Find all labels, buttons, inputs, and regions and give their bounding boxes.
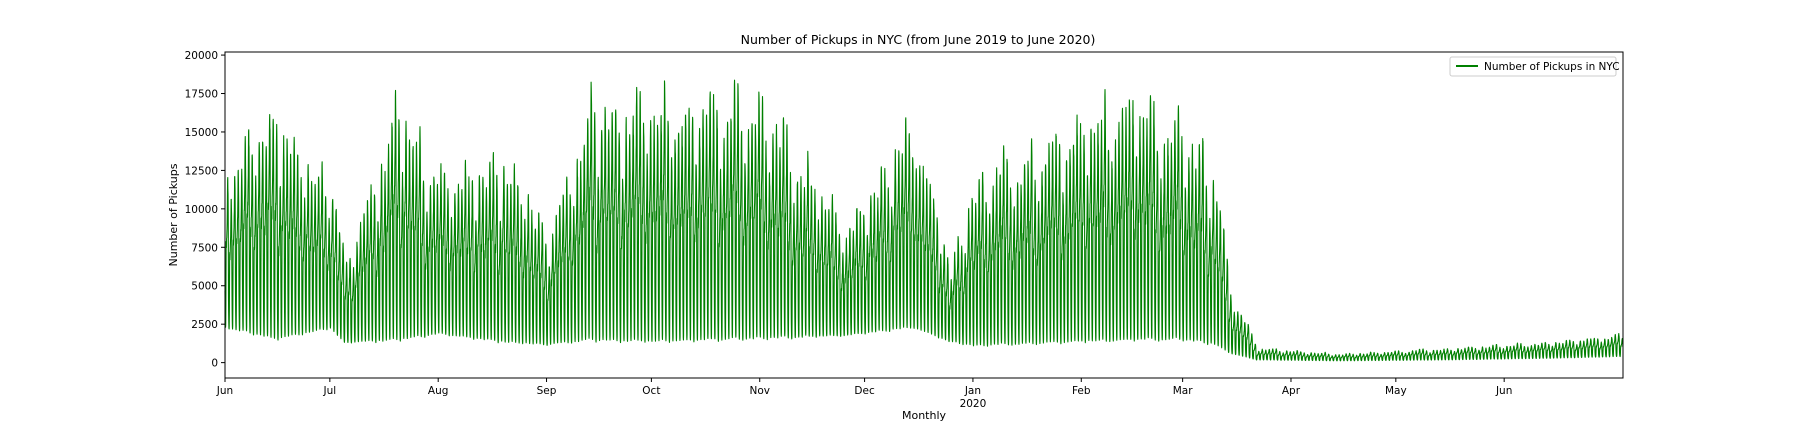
x-tick-label: Jun (216, 385, 233, 397)
y-tick-label: 10000 (185, 204, 218, 216)
x-tick-label: Feb (1072, 385, 1091, 397)
y-axis: 0 2500 5000 7500 10000 12500 15000 17500 20000 (185, 50, 225, 370)
x-tick-label: Apr (1282, 385, 1301, 397)
legend-box (1449, 56, 1617, 77)
y-tick-label: 0 (211, 358, 218, 370)
x-tick-label: Jun (1495, 385, 1512, 397)
x-tick-label: Mar (1173, 385, 1193, 397)
y-tick-label: 20000 (185, 50, 218, 62)
x-tick-label: Jan (964, 385, 981, 397)
y-tick-label: 12500 (185, 165, 218, 177)
y-tick-label: 7500 (191, 242, 218, 254)
x-tick-year-label: 2020 (960, 398, 987, 410)
plot-area (224, 79, 1624, 362)
y-tick-label: 2500 (191, 319, 218, 331)
y-tick-label: 15000 (185, 127, 218, 139)
x-tick-label: May (1385, 385, 1407, 397)
series-line-pickups (224, 79, 1624, 362)
legend: Number of Pickups in NYC (1449, 56, 1620, 77)
x-tick-label: Aug (428, 385, 449, 397)
chart-title: Number of Pickups in NYC (from June 2019… (741, 32, 1096, 47)
y-tick-label: 5000 (191, 281, 218, 293)
x-tick-label: Sep (537, 385, 557, 397)
x-axis-label: Monthly (902, 409, 947, 422)
y-tick-label: 17500 (185, 89, 218, 101)
y-axis-label: Number of Pickups (167, 163, 180, 266)
x-tick-label: Nov (749, 385, 770, 397)
x-tick-label: Dec (854, 385, 875, 397)
x-tick-label: Oct (642, 385, 660, 397)
axes-frame (224, 51, 1624, 379)
legend-label: Number of Pickups in NYC (1484, 61, 1620, 73)
x-tick-label: Jul (323, 385, 337, 397)
